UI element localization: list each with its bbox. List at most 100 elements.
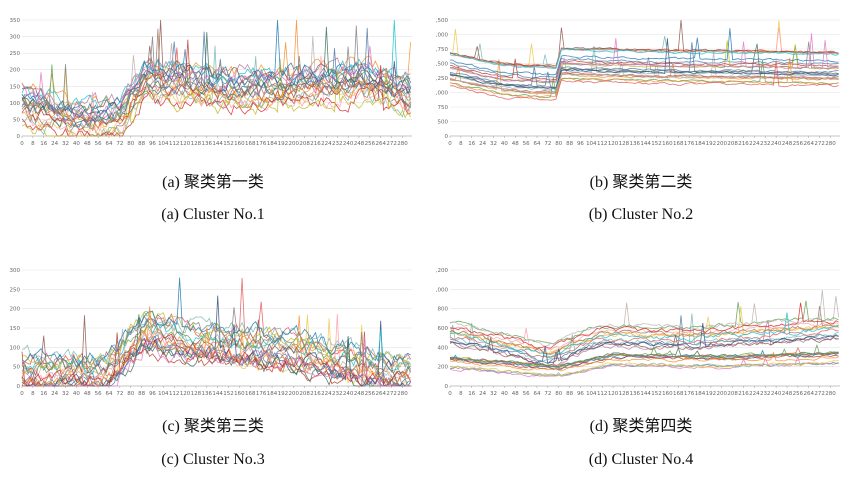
series-line <box>449 335 839 366</box>
series-line <box>21 65 411 137</box>
x-tick-label: 200 <box>289 141 300 147</box>
series-line <box>449 36 839 69</box>
x-tick-label: 248 <box>782 141 793 147</box>
x-tick-label: 88 <box>566 391 573 397</box>
x-tick-label: 120 <box>608 391 619 397</box>
caption-en-d: (d) Cluster No.4 <box>588 451 694 468</box>
chart-panel-b: 05007501,0001,2501,5001,7502,0002,500081… <box>436 12 846 152</box>
x-tick-label: 48 <box>512 391 519 397</box>
x-tick-label: 168 <box>245 391 256 397</box>
y-tick-label: 800 <box>438 307 449 313</box>
x-tick-label: 136 <box>630 141 641 147</box>
y-tick-label: 100 <box>10 345 21 351</box>
series-line <box>449 305 839 355</box>
series-line <box>21 277 411 367</box>
chart-panel-c: 0 50 100 150 200 250 300 0 8 16 24 32 40 48 56 64 72 80 88… <box>8 262 418 402</box>
x-tick-label: 160 <box>234 141 245 147</box>
x-tick-label: 272 <box>814 391 825 397</box>
chart-svg-a: 0 50 100 150 200 250 300 350 0 8 16 24 32 40 48 56 64 72 8… <box>10 18 412 147</box>
x-tick-label: 256 <box>793 141 804 147</box>
x-tick-label: 144 <box>640 141 651 147</box>
y-tick-label: 600 <box>438 326 449 332</box>
series-line <box>449 302 839 349</box>
x-tick-label: 280 <box>397 391 408 397</box>
y-tick-label: 1,200 <box>436 268 448 274</box>
y-tick-label: 300 <box>10 35 21 41</box>
x-tick-label: 136 <box>630 391 641 397</box>
x-tick-label: 256 <box>793 391 804 397</box>
x-tick-label: 216 <box>310 141 321 147</box>
x-tick-label: 160 <box>662 391 673 397</box>
series-line <box>449 323 839 364</box>
y-tick-label: 2,000 <box>436 33 448 39</box>
series-line <box>21 72 411 132</box>
x-tick-label: 232 <box>332 391 343 397</box>
x-tick-label: 40 <box>501 141 508 147</box>
series-line <box>449 356 839 378</box>
chart-svg-c: 0 50 100 150 200 250 300 0 8 16 24 32 40 48 56 64 72 80 88… <box>10 268 412 397</box>
x-tick-label: 120 <box>180 141 191 147</box>
x-tick-label: 224 <box>321 141 332 147</box>
x-tick-label: 208 <box>299 391 310 397</box>
x-tick-label: 192 <box>278 391 289 397</box>
x-tick-label: 216 <box>738 391 749 397</box>
x-tick-label: 280 <box>825 391 836 397</box>
y-tick-label: 750 <box>438 105 449 111</box>
series-line <box>449 45 839 79</box>
series-line <box>449 313 839 362</box>
series-line <box>21 307 411 373</box>
chart-panel-a: 0 50 100 150 200 250 300 350 0 8 16 24 32 40 48 56 64 72 8… <box>8 12 418 152</box>
x-tick-label: 16 <box>40 141 47 147</box>
x-tick-label: 88 <box>138 391 145 397</box>
x-tick-label: 48 <box>512 141 519 147</box>
x-tick-label: 128 <box>619 141 630 147</box>
x-tick-label: 240 <box>343 141 354 147</box>
x-tick-label: 96 <box>577 141 584 147</box>
x-tick-label: 256 <box>365 391 376 397</box>
series-line <box>449 43 839 89</box>
y-tick-label: 0 <box>17 384 21 390</box>
series-line <box>21 27 411 128</box>
y-tick-label: 50 <box>13 365 20 371</box>
caption-cn-c: (c) 聚类第三类 <box>162 418 264 435</box>
chart-svg-b: 05007501,0001,2501,5001,7502,0002,500081… <box>436 18 840 147</box>
x-tick-label: 200 <box>289 391 300 397</box>
x-tick-label: 136 <box>202 391 213 397</box>
y-tick-label: 200 <box>438 365 449 371</box>
x-tick-label: 240 <box>343 391 354 397</box>
series-line <box>21 25 411 130</box>
x-tick-label: 256 <box>365 141 376 147</box>
x-tick-label: 168 <box>673 391 684 397</box>
series-line <box>449 33 839 83</box>
x-tick-label: 104 <box>158 391 169 397</box>
x-tick-label: 80 <box>127 141 134 147</box>
x-tick-label: 32 <box>62 141 69 147</box>
x-tick-label: 264 <box>375 141 386 147</box>
x-tick-label: 8 <box>459 141 463 147</box>
caption-en-c: (c) Cluster No.3 <box>161 451 265 468</box>
x-tick-label: 72 <box>116 391 123 397</box>
x-tick-label: 24 <box>51 391 58 397</box>
x-tick-label: 184 <box>267 141 278 147</box>
x-tick-label: 104 <box>586 391 597 397</box>
series-line <box>21 57 411 113</box>
x-tick-label: 208 <box>727 141 738 147</box>
x-tick-label: 168 <box>673 141 684 147</box>
x-tick-label: 72 <box>544 391 551 397</box>
series-line <box>449 305 839 356</box>
series-line <box>449 60 839 101</box>
x-tick-label: 240 <box>771 141 782 147</box>
series-line <box>449 300 839 345</box>
x-tick-label: 16 <box>40 391 47 397</box>
x-tick-label: 24 <box>51 141 58 147</box>
x-tick-label: 128 <box>619 391 630 397</box>
x-tick-label: 232 <box>760 141 771 147</box>
x-tick-label: 264 <box>803 141 814 147</box>
series-line <box>449 361 839 377</box>
x-tick-label: 104 <box>586 141 597 147</box>
x-tick-label: 208 <box>299 141 310 147</box>
x-tick-label: 24 <box>479 141 486 147</box>
caption-cn-b: (b) 聚类第二类 <box>589 174 693 191</box>
x-tick-label: 32 <box>62 391 69 397</box>
